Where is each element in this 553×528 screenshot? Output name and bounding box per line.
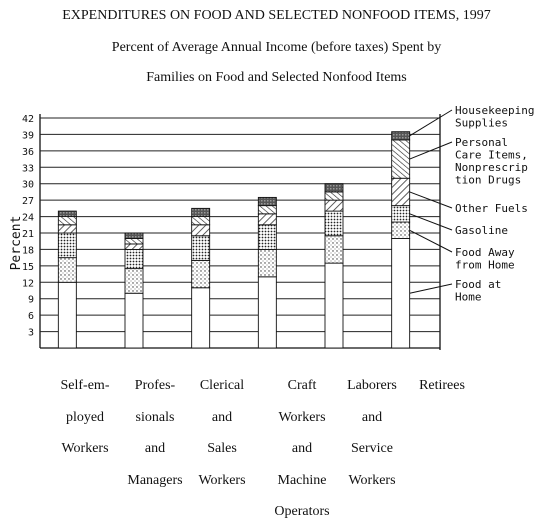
legend-label: Other Fuels <box>455 202 528 215</box>
bar-segment <box>57 216 77 226</box>
stacked-bar-chart: 3691215182124273033363942PercentHousekee… <box>9 104 534 350</box>
bar-segment <box>257 224 277 250</box>
x-category-label-line: and <box>361 409 383 425</box>
x-category-label-line: Workers <box>348 472 396 488</box>
x-category-label-line: Retirees <box>419 378 465 393</box>
x-category-label-line: sionals <box>135 409 175 425</box>
legend-label: Personal <box>455 136 508 149</box>
y-axis-label: Percent <box>9 216 24 271</box>
legend-label: Gasoline <box>455 224 508 237</box>
x-category-label-line: Self-em- <box>60 378 110 393</box>
bar-segment <box>391 238 411 349</box>
bar-segment <box>391 131 411 141</box>
y-tick-label: 36 <box>22 147 34 158</box>
legend-leader-line <box>409 229 453 253</box>
legend-leader-line <box>409 191 453 209</box>
bar-segment <box>391 221 411 239</box>
x-category-label-line: Workers <box>198 472 246 488</box>
bar-segment <box>124 243 144 250</box>
bar-segment <box>57 281 77 349</box>
bar-segment <box>191 216 211 226</box>
x-category-label-line: Machine <box>277 472 327 488</box>
x-category-label-line: Clerical <box>199 378 245 393</box>
x-category-label-line: Workers <box>278 409 326 425</box>
x-category-label-line: Craft <box>287 378 317 393</box>
bar-segment <box>324 210 344 237</box>
x-category-label-line: Sales <box>207 441 237 456</box>
y-tick-label: 9 <box>28 295 34 306</box>
y-tick-label: 12 <box>22 278 34 289</box>
x-category-label-line: Operators <box>274 504 330 519</box>
legend-label: from Home <box>455 259 515 272</box>
legend-label: tion Drugs <box>455 174 521 187</box>
legend-label: Home <box>455 291 482 304</box>
bar-segment <box>324 191 344 201</box>
bar-segment <box>391 205 411 223</box>
bar-segment <box>191 287 211 349</box>
x-category-label: Laborers and Service Workers <box>327 370 417 496</box>
y-tick-label: 27 <box>22 196 34 207</box>
x-category-label-line: Service <box>351 441 393 456</box>
bar-segment <box>257 276 277 349</box>
x-category-label-line: Profes- <box>134 378 176 393</box>
x-category-label: Self-em-ployed Workers <box>40 370 130 465</box>
y-tick-label: 42 <box>22 114 34 125</box>
bar-segment <box>57 210 77 218</box>
x-category-label-line: and <box>144 441 166 456</box>
bar-segment <box>191 259 211 289</box>
bar-segment <box>57 232 77 259</box>
bar-segment <box>257 205 277 215</box>
x-category-label-line: Workers <box>61 441 109 456</box>
legend-label: Supplies <box>455 117 508 130</box>
y-tick-label: 24 <box>22 213 34 224</box>
legend-label: Nonprescrip <box>455 161 528 174</box>
bar-segment <box>391 177 411 207</box>
legend-leader-line <box>409 213 453 231</box>
chart-subtitle-line-2: Families on Food and Selected Nonfood It… <box>146 70 407 85</box>
bar-segment <box>257 248 277 278</box>
bar-segment <box>191 235 211 261</box>
bar-segment <box>57 257 77 283</box>
chart-subtitle-line-1: Percent of Average Annual Income (before… <box>111 40 442 55</box>
legend-label: Care Items, <box>455 149 528 162</box>
bar-segment <box>324 183 344 193</box>
bar-segment <box>191 224 211 237</box>
bar-segment <box>257 196 277 207</box>
x-category-label-line: and <box>291 441 313 456</box>
x-category-label-line: Laborers <box>347 378 397 393</box>
x-category-label: Clerical and Sales Workers <box>177 370 267 496</box>
legend-leader-line <box>409 141 453 160</box>
y-tick-label: 30 <box>22 180 34 191</box>
bar-segment <box>324 235 344 264</box>
y-tick-label: 21 <box>22 229 34 240</box>
x-category-label: Profes-sionals and Managers <box>110 370 200 496</box>
y-tick-label: 18 <box>22 245 34 256</box>
bar-segment <box>324 262 344 349</box>
legend-leader-line <box>409 283 453 294</box>
legend-label: Food Away <box>455 246 515 259</box>
bar-segment <box>257 213 277 226</box>
x-category-label-line: Managers <box>127 472 183 488</box>
y-tick-label: 6 <box>28 311 34 322</box>
chart-title: EXPENDITURES ON FOOD AND SELECTED NONFOO… <box>62 8 491 23</box>
bar-segment <box>324 199 344 212</box>
y-tick-label: 3 <box>28 328 34 339</box>
bar-segment <box>57 224 77 234</box>
y-tick-label: 39 <box>22 130 34 141</box>
y-tick-label: 33 <box>22 163 34 174</box>
bar-segment <box>124 232 144 239</box>
legend-leader-line <box>409 109 453 137</box>
x-category-label-line: ployed <box>65 409 105 425</box>
bar-segment <box>124 248 144 270</box>
legend-label: Food at <box>455 278 501 291</box>
bar-segment <box>124 268 144 294</box>
legend-label: Housekeeping <box>455 104 534 117</box>
y-tick-label: 15 <box>22 262 34 273</box>
x-category-label-line: and <box>211 409 233 425</box>
bar-segment <box>124 238 144 245</box>
bar-segment <box>191 207 211 218</box>
bar-segment <box>124 292 144 349</box>
x-category-label: Retirees <box>397 370 487 402</box>
bar-segment <box>391 139 411 179</box>
